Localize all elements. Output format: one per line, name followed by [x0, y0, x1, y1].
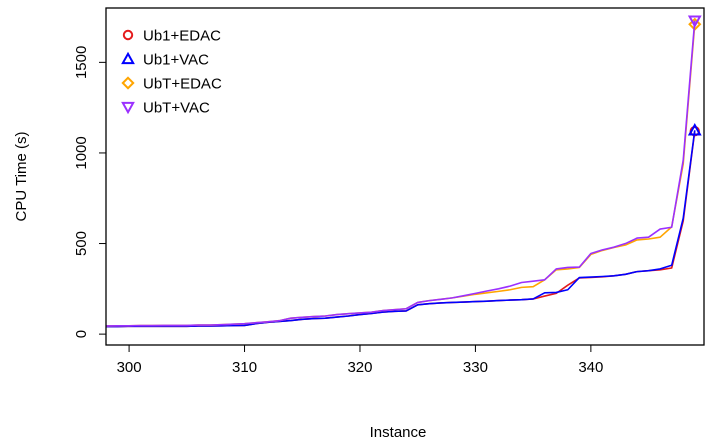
data-point-marker	[687, 15, 702, 28]
legend-label: Ub1+EDAC	[143, 28, 221, 45]
y-tick-label: 1500	[73, 46, 90, 79]
legend-marker-icon	[122, 29, 134, 41]
legend-marker-icon	[121, 51, 135, 65]
legend-marker-icon	[121, 76, 135, 90]
x-tick-label: 320	[347, 359, 372, 376]
legend-label: Ub1+VAC	[143, 52, 209, 69]
x-axis-title: Instance	[370, 424, 427, 441]
legend-item: UbT+VAC	[121, 100, 210, 117]
series-layer	[106, 15, 702, 328]
x-tick-label: 310	[232, 359, 257, 376]
legend-marker-icon	[121, 101, 135, 115]
plot-frame	[105, 7, 705, 346]
legend-item: Ub1+VAC	[121, 51, 209, 69]
y-tick-label: 1000	[73, 136, 90, 169]
axes: 300 310 320 330 340 0 500 1000 1500	[73, 46, 603, 376]
series-ub1-edac	[106, 126, 700, 328]
series-line	[106, 20, 696, 327]
series-line	[106, 130, 696, 328]
series-ubt-vac	[106, 15, 702, 327]
legend-label: UbT+VAC	[143, 100, 210, 117]
data-point-marker	[687, 123, 702, 136]
x-tick-label: 340	[578, 359, 603, 376]
x-tick-label: 300	[117, 359, 142, 376]
legend-item: UbT+EDAC	[121, 76, 222, 93]
legend-label: UbT+EDAC	[143, 76, 222, 93]
series-line	[106, 131, 696, 328]
x-tick-label: 330	[463, 359, 488, 376]
series-line	[106, 24, 696, 327]
y-tick-label: 0	[73, 330, 90, 338]
legend-item: Ub1+EDAC	[122, 28, 221, 45]
legend: Ub1+EDAC Ub1+VAC UbT+EDAC UbT+VAC	[121, 28, 222, 117]
y-tick-label: 500	[73, 231, 90, 256]
y-axis-title: CPU Time (s)	[13, 131, 30, 221]
series-ub1-vac	[106, 123, 702, 328]
